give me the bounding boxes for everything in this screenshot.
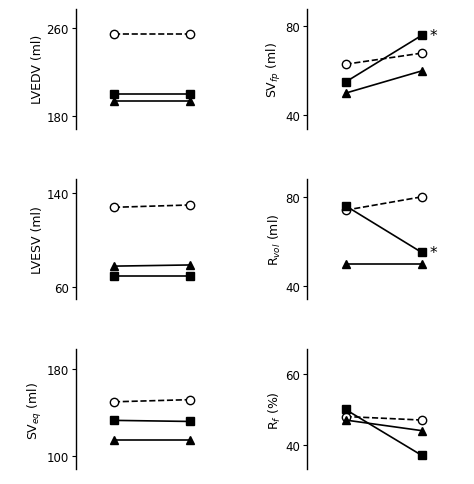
Y-axis label: LVEDV (ml): LVEDV (ml) (31, 35, 44, 104)
Y-axis label: LVESV (ml): LVESV (ml) (31, 206, 44, 273)
Text: *: * (429, 245, 437, 260)
Text: *: * (429, 29, 437, 44)
Y-axis label: R$_{f}$ (%): R$_{f}$ (%) (267, 390, 283, 429)
Y-axis label: R$_{vol}$ (ml): R$_{vol}$ (ml) (267, 213, 283, 266)
Y-axis label: SV$_{fp}$ (ml): SV$_{fp}$ (ml) (265, 42, 283, 97)
Y-axis label: SV$_{eq}$ (ml): SV$_{eq}$ (ml) (26, 380, 44, 439)
